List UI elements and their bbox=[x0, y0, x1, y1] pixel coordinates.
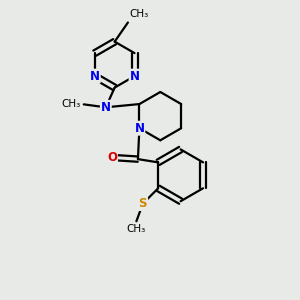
Text: N: N bbox=[130, 70, 140, 83]
Text: CH₃: CH₃ bbox=[61, 99, 80, 110]
Text: CH₃: CH₃ bbox=[127, 224, 146, 234]
Text: S: S bbox=[139, 197, 147, 210]
Text: N: N bbox=[101, 101, 111, 114]
Text: N: N bbox=[90, 70, 100, 83]
Text: CH₃: CH₃ bbox=[129, 9, 148, 19]
Text: O: O bbox=[107, 151, 117, 164]
Text: N: N bbox=[134, 122, 144, 135]
